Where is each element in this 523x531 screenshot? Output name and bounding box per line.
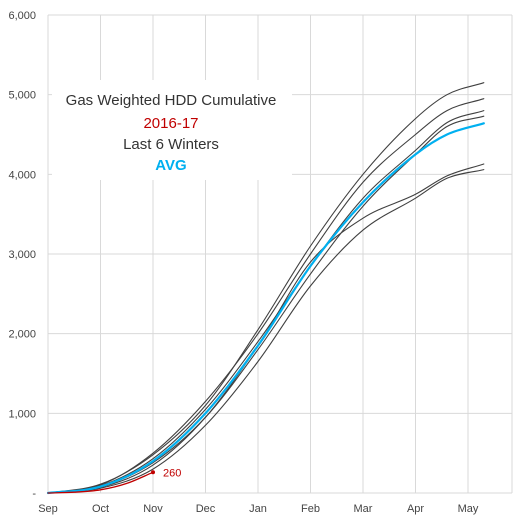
legend-title: Gas Weighted HDD Cumulative xyxy=(66,92,277,109)
x-tick-label: Sep xyxy=(38,503,58,515)
series-lines xyxy=(46,82,485,495)
y-tick-label: 5,000 xyxy=(8,90,36,102)
current-season-endpoint xyxy=(151,470,155,475)
x-tick-label: Mar xyxy=(354,503,373,515)
legend: Gas Weighted HDD Cumulative 2016-17 Last… xyxy=(52,80,292,180)
x-tick-label: Dec xyxy=(196,503,216,515)
winter-line-5 xyxy=(47,163,485,494)
y-tick-label: 2,000 xyxy=(8,329,36,341)
average-line xyxy=(46,122,485,495)
winter-line-1 xyxy=(47,98,485,494)
y-tick-label: 1,000 xyxy=(8,408,36,420)
x-tick-label: Oct xyxy=(92,503,109,515)
x-axis: Sep Oct Nov Dec Jan Feb Mar Apr May xyxy=(38,503,479,515)
x-tick-label: Feb xyxy=(301,503,320,515)
y-tick-label: 4,000 xyxy=(8,169,36,181)
legend-average: AVG xyxy=(155,157,186,174)
y-tick-label: 6,000 xyxy=(8,10,36,22)
current-season-line xyxy=(47,471,154,494)
current-value-label: 260 xyxy=(163,467,181,479)
legend-background xyxy=(52,80,292,180)
x-tick-label: May xyxy=(458,503,479,515)
x-tick-label: Apr xyxy=(407,503,424,515)
winter-line-6 xyxy=(47,169,485,494)
x-tick-label: Jan xyxy=(249,503,267,515)
y-tick-label: 3,000 xyxy=(8,249,36,261)
y-axis: - 1,000 2,000 3,000 4,000 5,000 6,000 xyxy=(8,10,36,500)
y-tick-label: - xyxy=(32,488,36,500)
legend-current-season: 2016-17 xyxy=(143,115,198,132)
legend-last-winters: Last 6 Winters xyxy=(123,136,219,153)
winter-line-4 xyxy=(47,82,485,494)
x-tick-label: Nov xyxy=(143,503,163,515)
